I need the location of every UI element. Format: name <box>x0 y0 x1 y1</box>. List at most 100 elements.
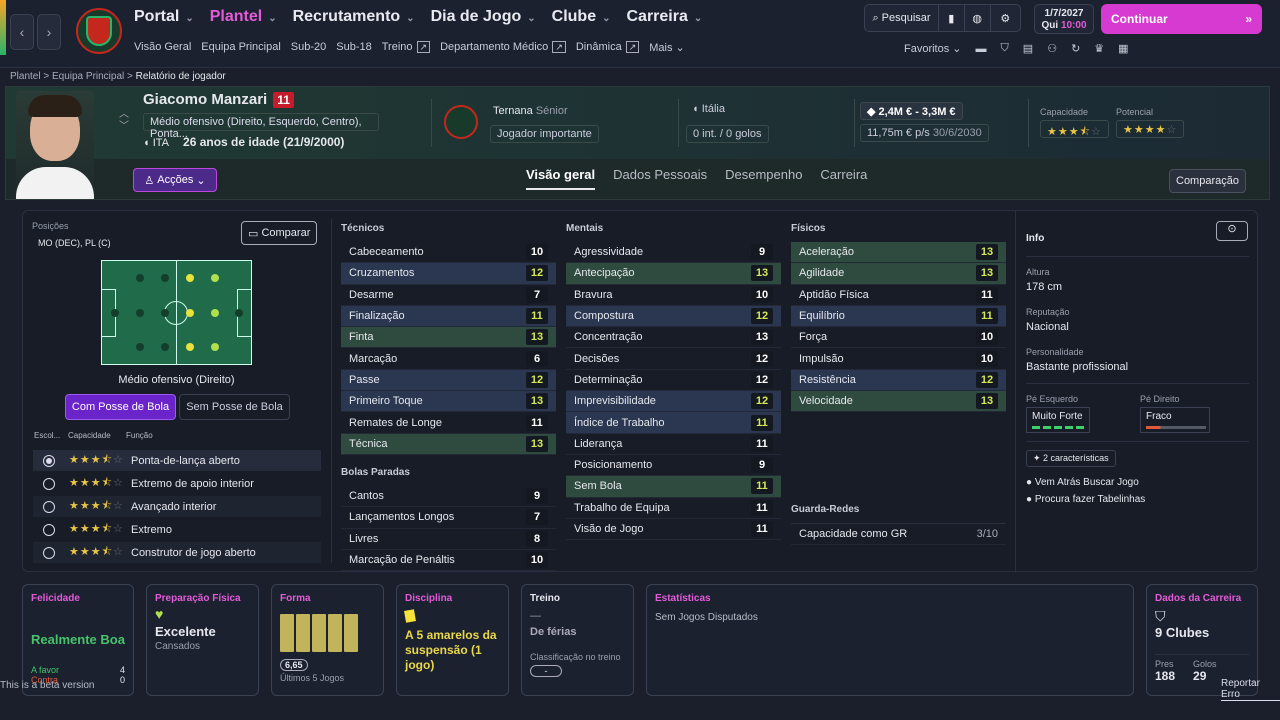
calendar-icon[interactable]: ▦ <box>1118 43 1129 55</box>
attribute-row[interactable]: Marcação de Penáltis 10 <box>341 550 556 572</box>
attribute-row[interactable]: Bravura 10 <box>566 285 781 306</box>
form-card[interactable]: Forma 6,65 Últimos 5 Jogos <box>271 584 384 696</box>
role-row[interactable]: ★★★⯪☆ Ponta-de-lança aberto <box>33 450 321 471</box>
game-date[interactable]: 1/7/2027 Qui 10:00 <box>1034 4 1094 34</box>
happiness-card[interactable]: Felicidade Realmente Boa A favor 4 Contra… <box>22 584 134 696</box>
col-role[interactable]: Função <box>126 431 153 440</box>
attribute-row[interactable]: Cruzamentos 12 <box>341 263 556 285</box>
attribute-row[interactable]: Decisões 12 <box>566 348 781 370</box>
statistics-card[interactable]: Estatísticas Sem Jogos Disputados <box>646 584 1134 696</box>
gear-icon[interactable]: ⚙ <box>1000 12 1011 25</box>
attribute-row[interactable]: Passe 12 <box>341 369 556 392</box>
attribute-row[interactable]: Finta 13 <box>341 327 556 349</box>
attribute-row[interactable]: Índice de Trabalho 11 <box>566 412 781 434</box>
nav-portal[interactable]: Portal ⌄ <box>134 8 194 25</box>
subnav-sub20[interactable]: Sub-20 <box>290 41 327 53</box>
attribute-row[interactable]: Determinação 12 <box>566 370 781 392</box>
search-button[interactable]: ⌕ Pesquisar <box>865 5 939 31</box>
report-bug-link[interactable]: Reportar Erro <box>1221 678 1280 701</box>
role-row[interactable]: ★★★⯪☆ Extremo <box>33 519 321 540</box>
attribute-row[interactable]: Cantos 9 <box>341 486 556 508</box>
attribute-row[interactable]: Agressividade 9 <box>566 242 781 264</box>
positions-field[interactable]: Médio ofensivo (Direito, Esquerdo, Centr… <box>143 113 379 140</box>
tab-dados-pessoais[interactable]: Dados Pessoais <box>613 167 708 182</box>
document-icon[interactable]: ▤ <box>1022 43 1034 55</box>
attribute-row[interactable]: Força 10 <box>791 327 1006 349</box>
attribute-row[interactable]: Cabeceamento 10 <box>341 242 556 264</box>
continue-button[interactable]: Continuar» <box>1101 4 1262 34</box>
attribute-row[interactable]: Antecipação 13 <box>566 263 781 285</box>
traits-badge[interactable]: ✦ 2 características <box>1026 450 1116 467</box>
national-team[interactable]: ◖ Itália <box>692 103 725 115</box>
attribute-row[interactable]: Concentração 13 <box>566 327 781 349</box>
crumb-plantel[interactable]: Plantel <box>10 71 41 82</box>
nav-carreira[interactable]: Carreira ⌄ <box>626 8 703 25</box>
attribute-row[interactable]: Impulsão 10 <box>791 348 1006 370</box>
radio[interactable] <box>43 500 55 513</box>
subnav-treino[interactable]: Treino ↗ <box>382 41 431 54</box>
forward-button[interactable]: › <box>37 14 61 50</box>
attribute-row[interactable]: Livres 8 <box>341 529 556 550</box>
world-icon[interactable]: ◍ <box>965 5 991 31</box>
back-button[interactable]: ‹ <box>10 14 34 50</box>
radio[interactable] <box>43 523 55 536</box>
tab-visao-geral[interactable]: Visão geral <box>526 167 596 190</box>
radio[interactable] <box>43 477 55 490</box>
club-crest[interactable] <box>444 105 478 139</box>
attribute-row[interactable]: Trabalho de Equipa 11 <box>566 498 781 519</box>
attribute-row[interactable]: Lançamentos Longos 7 <box>341 507 556 529</box>
club-logo[interactable] <box>76 8 122 54</box>
attribute-row[interactable]: Visão de Jogo 11 <box>566 519 781 541</box>
attribute-row[interactable]: Posicionamento 9 <box>566 455 781 477</box>
subnav-equipa-principal[interactable]: Equipa Principal <box>201 41 281 53</box>
view-toggle-icon[interactable]: ⊙ <box>1216 221 1248 241</box>
attribute-row[interactable]: Velocidade 13 <box>791 391 1006 413</box>
training-card[interactable]: Treino — De férias Classificação no trei… <box>521 584 634 696</box>
club-name[interactable]: Ternana Sénior <box>493 105 568 117</box>
subnav-mais[interactable]: Mais ⌄ <box>649 42 685 54</box>
attribute-row[interactable]: Resistência 12 <box>791 369 1006 392</box>
compare-button[interactable]: ▭ Comparar <box>241 221 318 245</box>
col-ability[interactable]: Capacidade <box>68 431 111 440</box>
attribute-row[interactable]: Finalização 11 <box>341 305 556 328</box>
actions-button[interactable]: ♙ Acções ⌄ <box>133 168 217 192</box>
player-switch-arrows[interactable]: ︿ ﹀ <box>119 109 129 132</box>
tactics-icon[interactable]: ⚇ <box>1047 43 1058 55</box>
tab-desempenho[interactable]: Desempenho <box>725 167 803 182</box>
comparison-button[interactable]: Comparação <box>1169 169 1246 193</box>
nav-recrutamento[interactable]: Recrutamento ⌄ <box>292 8 415 25</box>
attribute-row[interactable]: Liderança 11 <box>566 434 781 455</box>
col-select[interactable]: Escol... <box>34 431 61 440</box>
attribute-row[interactable]: Primeiro Toque 13 <box>341 391 556 413</box>
attribute-row[interactable]: Remates de Longe 11 <box>341 412 556 434</box>
tab-carreira[interactable]: Carreira <box>820 167 868 182</box>
subnav-sub18[interactable]: Sub-18 <box>336 41 372 53</box>
nav-clube[interactable]: Clube ⌄ <box>551 8 611 25</box>
shirt-icon[interactable]: ⛉ <box>1000 42 1009 54</box>
attribute-row[interactable]: Sem Bola 11 <box>566 476 781 498</box>
radio-selected[interactable] <box>43 454 55 467</box>
attribute-row[interactable]: Aptidão Física 11 <box>791 285 1006 306</box>
attribute-row[interactable]: Desarme 7 <box>341 285 556 306</box>
trophy-icon[interactable]: ♛ <box>1094 43 1105 55</box>
chat-icon[interactable]: ▬ <box>975 42 987 55</box>
attribute-row[interactable]: Imprevisibilidade 12 <box>566 391 781 413</box>
bookmark-icon[interactable]: ▮ <box>939 5 965 31</box>
attribute-row[interactable]: Aceleração 13 <box>791 242 1006 264</box>
out-possession-button[interactable]: Sem Posse de Bola <box>179 394 290 420</box>
nav-plantel[interactable]: Plantel ⌄ <box>209 8 277 25</box>
attribute-row[interactable]: Compostura 12 <box>566 305 781 328</box>
subnav-departamento-medico[interactable]: Departamento Médico ↗ <box>440 41 566 54</box>
attribute-row[interactable]: Técnica 13 <box>341 433 556 455</box>
attribute-row[interactable]: Equilíbrio 11 <box>791 305 1006 328</box>
in-possession-button[interactable]: Com Posse de Bola <box>65 394 176 420</box>
nav-dia-de-jogo[interactable]: Dia de Jogo ⌄ <box>430 8 536 25</box>
attribute-row[interactable]: Agilidade 13 <box>791 263 1006 285</box>
subnav-visao-geral[interactable]: Visão Geral <box>134 41 192 53</box>
career-card[interactable]: Dados da Carreira ⛉ 9 Clubes Pres 188 Gol… <box>1146 584 1258 696</box>
refresh-icon[interactable]: ↻ <box>1071 43 1081 55</box>
role-row[interactable]: ★★★⯪☆ Extremo de apoio interior <box>33 473 321 494</box>
role-row[interactable]: ★★★⯪☆ Avançado interior <box>33 496 321 517</box>
fitness-card[interactable]: Preparação Física ♥ Excelente Cansados <box>146 584 259 696</box>
radio[interactable] <box>43 546 55 559</box>
